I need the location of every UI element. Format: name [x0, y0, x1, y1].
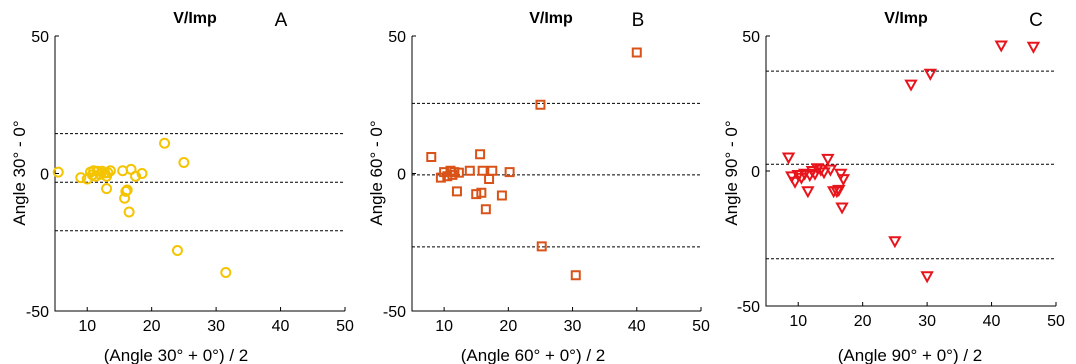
data-point: [838, 175, 848, 184]
y-tick-label: 50: [388, 29, 406, 46]
y-tick-label: -50: [383, 304, 406, 321]
data-point: [179, 158, 188, 167]
x-tick-label: 20: [854, 313, 872, 330]
data-point: [538, 242, 546, 250]
y-tick-label: 0: [40, 167, 49, 184]
data-point: [572, 271, 580, 279]
data-point: [784, 154, 794, 163]
x-tick-label: 30: [564, 318, 582, 335]
data-point: [466, 167, 474, 175]
data-point: [823, 155, 833, 164]
data-point: [102, 184, 111, 193]
data-point: [803, 187, 813, 196]
x-tick-label: 40: [983, 313, 1001, 330]
x-tick-label: 50: [336, 318, 354, 335]
panel-title: V/Imp: [173, 10, 217, 27]
y-tick-label: -50: [26, 304, 49, 321]
y-tick-label: -50: [737, 299, 760, 316]
x-axis-label: (Angle 60° + 0°) / 2: [461, 346, 605, 364]
data-point: [427, 153, 435, 161]
x-tick-label: 10: [435, 318, 453, 335]
data-point: [173, 246, 182, 255]
x-tick-label: 10: [78, 318, 96, 335]
panel-letter: A: [275, 10, 288, 31]
y-axis-label: Angle 60° - 0°: [367, 120, 386, 225]
data-point: [925, 70, 935, 79]
x-tick-label: 50: [1047, 313, 1065, 330]
y-axis-label: Angle 90° - 0°: [722, 120, 741, 225]
panel-letter: C: [1029, 10, 1043, 31]
x-tick-label: 30: [207, 318, 225, 335]
y-tick-label: 0: [751, 164, 760, 181]
panel-b: V/Imp B (Angle 60° + 0°) / 2 Angle 60° -…: [367, 10, 710, 364]
data-point: [890, 237, 900, 246]
data-point: [476, 150, 484, 158]
y-axis-label: Angle 30° - 0°: [10, 120, 29, 225]
data-point: [453, 187, 461, 195]
data-point: [633, 49, 641, 57]
panel-title: V/Imp: [884, 10, 928, 27]
data-point: [221, 268, 230, 277]
data-point: [160, 139, 169, 148]
x-axis-label: (Angle 30° + 0°) / 2: [104, 346, 248, 364]
x-tick-label: 20: [143, 318, 161, 335]
panel-title: V/Imp: [529, 10, 573, 27]
data-point: [1028, 43, 1038, 52]
data-point: [482, 205, 490, 213]
x-tick-label: 50: [692, 318, 710, 335]
data-point: [498, 192, 506, 200]
data-point: [996, 41, 1006, 50]
y-tick-label: 50: [742, 29, 760, 46]
data-point: [125, 208, 134, 217]
data-point: [922, 272, 932, 281]
x-tick-label: 20: [499, 318, 517, 335]
y-tick-label: 50: [31, 29, 49, 46]
x-axis-label: (Angle 90° + 0°) / 2: [838, 346, 982, 364]
data-point: [536, 101, 544, 109]
x-tick-label: 30: [918, 313, 936, 330]
panel-c: V/Imp C (Angle 90° + 0°) / 2 Angle 90° -…: [722, 10, 1065, 364]
data-point: [488, 167, 496, 175]
panel-letter: B: [632, 10, 645, 31]
y-tick-label: 0: [397, 167, 406, 184]
data-point: [837, 203, 847, 212]
panel-a: V/Imp A (Angle 30° + 0°) / 2 Angle 30° -…: [10, 10, 354, 364]
x-tick-label: 40: [272, 318, 290, 335]
data-point: [485, 175, 493, 183]
data-point: [479, 167, 487, 175]
data-point: [906, 81, 916, 90]
x-tick-label: 40: [628, 318, 646, 335]
x-tick-label: 10: [789, 313, 807, 330]
